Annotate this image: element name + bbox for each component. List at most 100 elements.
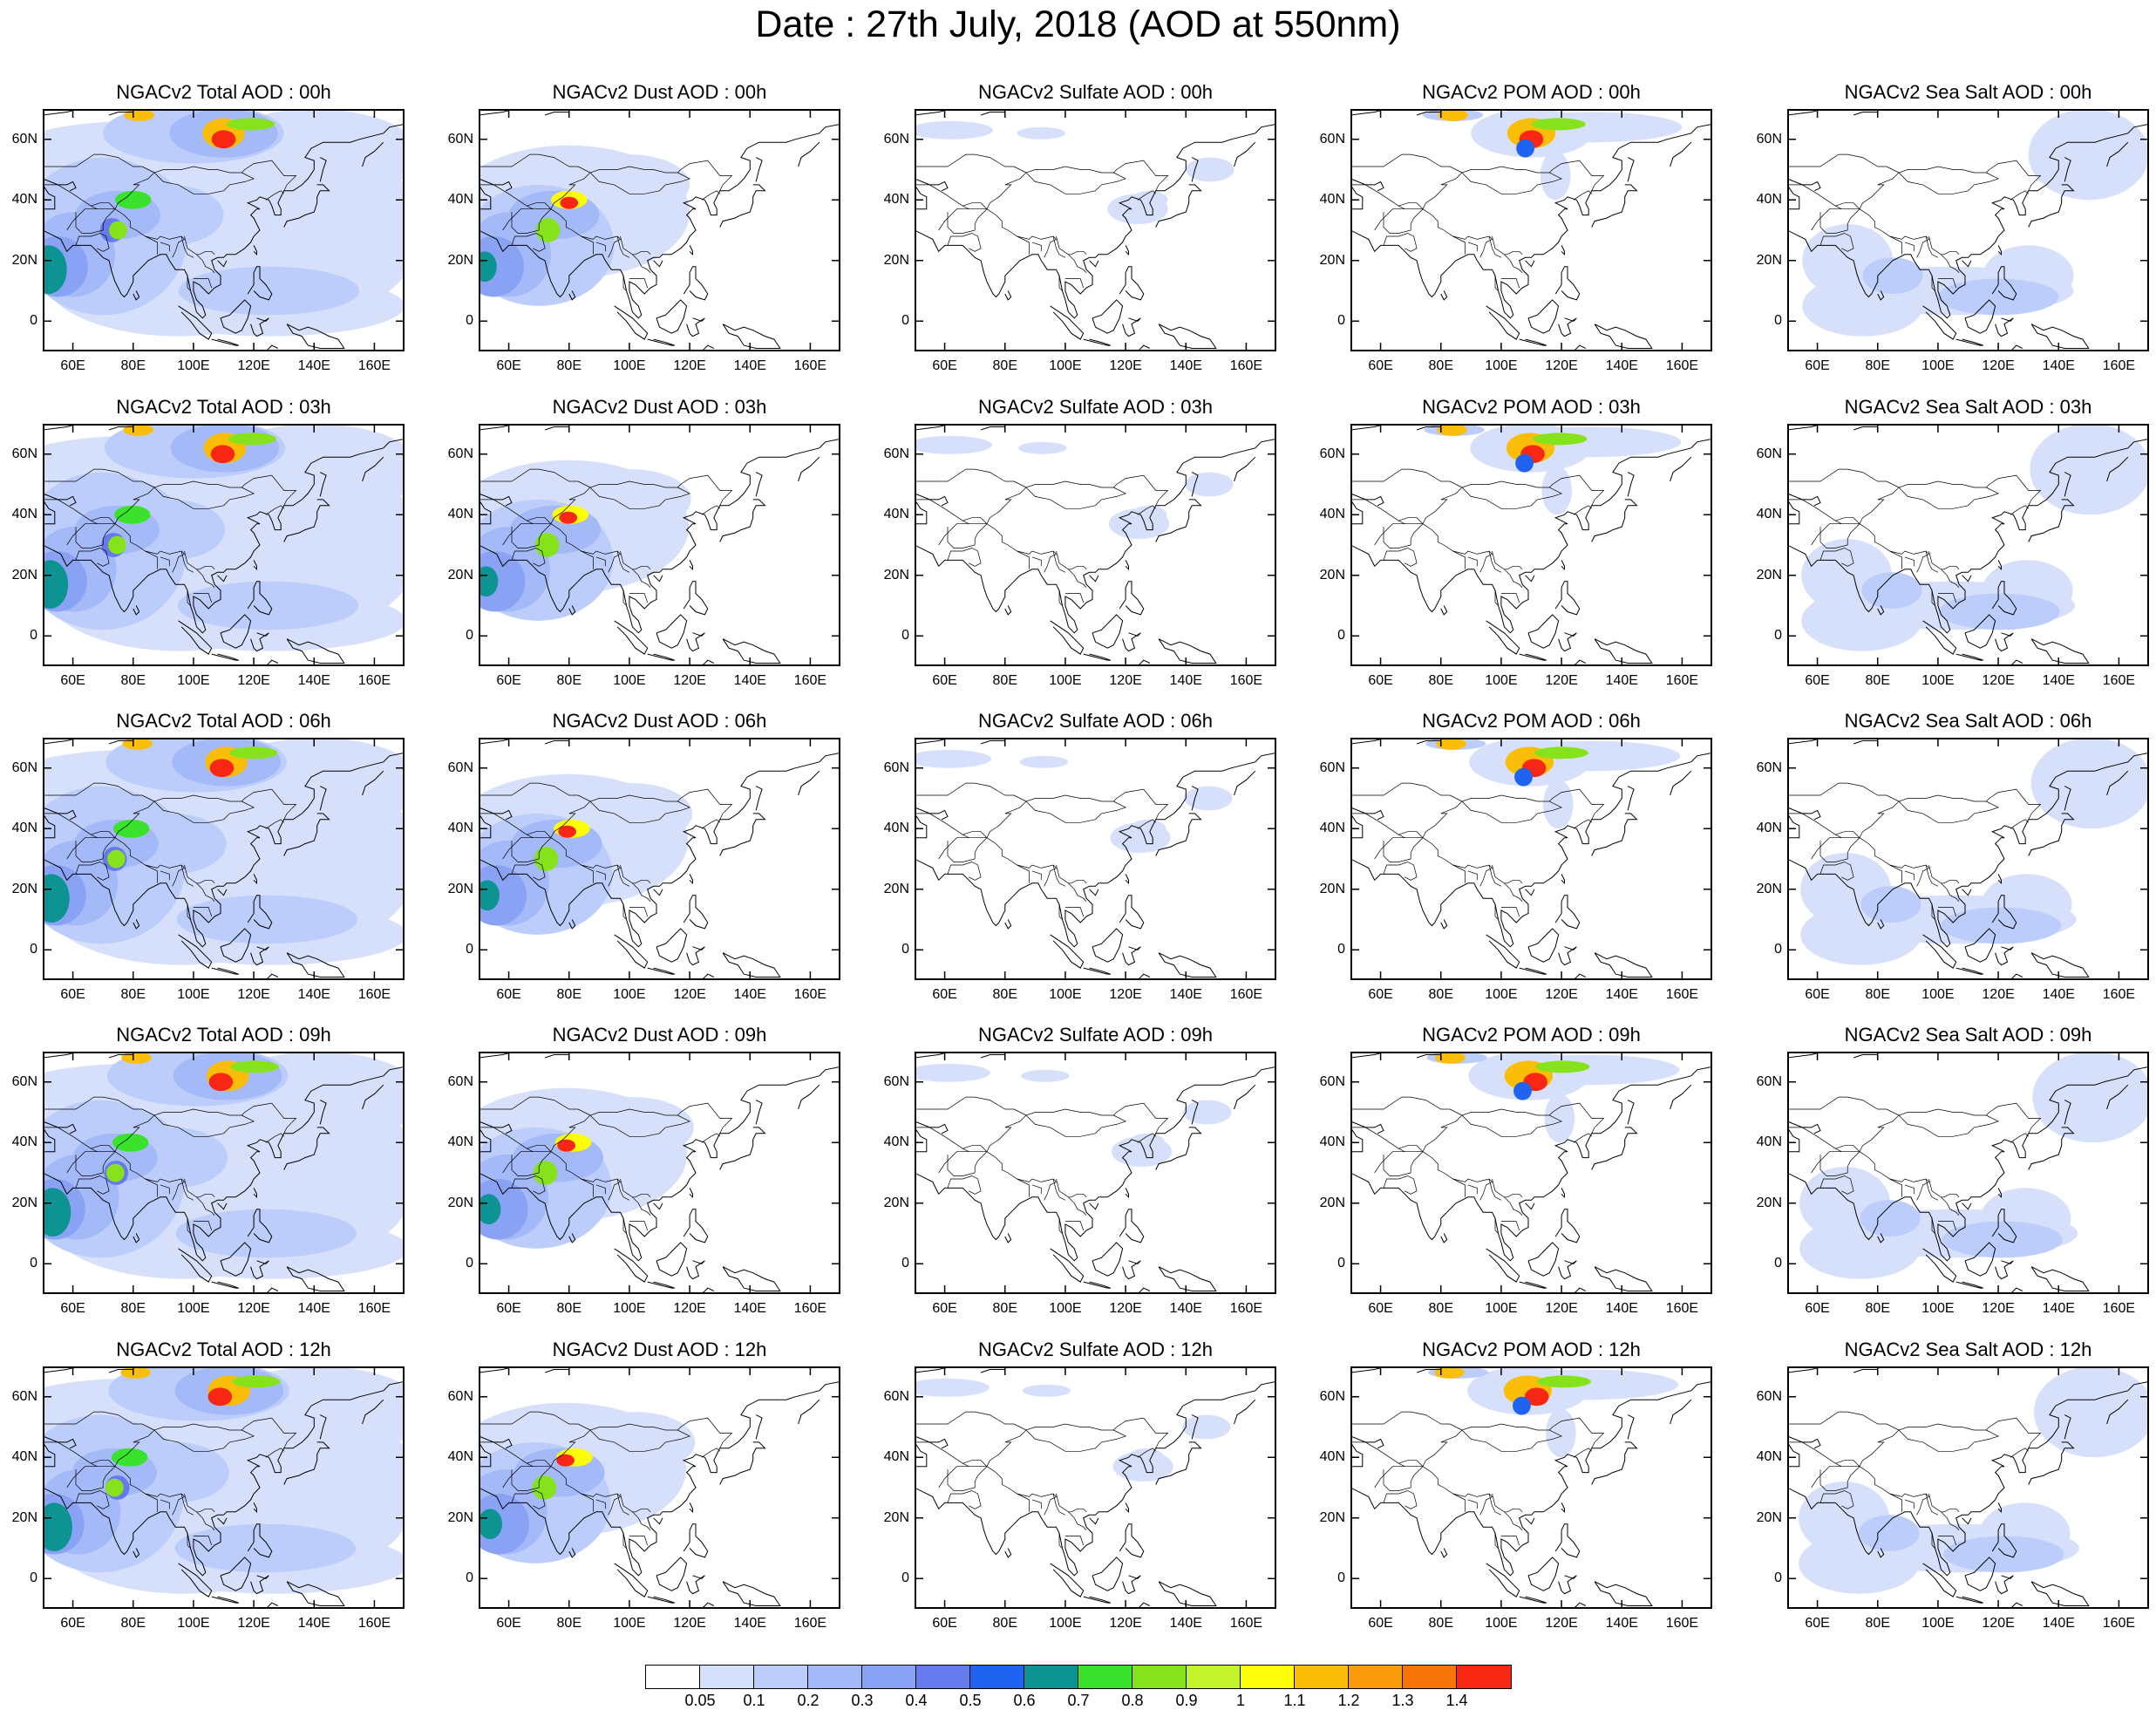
- lon-tick-label: 60E: [1368, 358, 1393, 373]
- lon-tick-label: 120E: [673, 987, 706, 1002]
- coastline: [1554, 266, 1581, 301]
- coastline: [1554, 581, 1581, 616]
- lon-tick-label: 140E: [1605, 673, 1638, 688]
- coastline: [916, 494, 949, 507]
- country-border: [616, 1493, 630, 1516]
- coastline: [1125, 874, 1129, 885]
- country-border: [153, 800, 255, 823]
- aod-shaded-region: [558, 825, 577, 838]
- coastline: [614, 620, 649, 655]
- coastline: [480, 1436, 513, 1449]
- coastline: [1962, 889, 1972, 896]
- lat-tick-label: 60N: [1319, 1073, 1345, 1089]
- country-border: [1859, 1151, 1930, 1201]
- lat-tick-label: 20N: [11, 252, 37, 268]
- lon-tick-label: 80E: [1865, 358, 1890, 373]
- coastline: [1922, 1248, 1957, 1283]
- lon-tick-label: 140E: [1605, 358, 1638, 373]
- coastline: [1670, 456, 1692, 482]
- coastline: [719, 1127, 766, 1170]
- panel-title: NGACv2 Dust AOD : 03h: [552, 396, 767, 418]
- coastline: [1191, 472, 1199, 497]
- country-border: [916, 1411, 1027, 1431]
- lon-tick-label: 160E: [357, 358, 391, 373]
- country-border: [1928, 235, 1960, 255]
- country-border: [187, 904, 191, 920]
- coastline: [1955, 653, 1983, 661]
- aod-shaded-region: [480, 880, 500, 911]
- coastline: [1789, 426, 1819, 431]
- country-border: [502, 208, 534, 231]
- coastline: [133, 1548, 140, 1558]
- country-border: [1898, 172, 2000, 194]
- country-border: [180, 235, 194, 258]
- map-panel-total-row3: [43, 1052, 405, 1294]
- country-border: [1488, 550, 1502, 573]
- coastline: [1083, 338, 1111, 346]
- coastline: [1486, 305, 1520, 340]
- country-border: [1137, 1133, 1156, 1143]
- coastline: [2106, 456, 2129, 482]
- panel-title: NGACv2 Total AOD : 00h: [116, 81, 331, 103]
- lat-tick-label: 0: [901, 1256, 909, 1271]
- lon-tick-label: 140E: [733, 358, 766, 373]
- coastline: [178, 305, 213, 340]
- coastline: [1092, 928, 1124, 963]
- country-border: [44, 1411, 155, 1431]
- country-border: [1789, 468, 1900, 488]
- lon-tick-label: 80E: [120, 673, 146, 688]
- coastline: [1486, 934, 1520, 969]
- aod-shaded-region: [916, 749, 991, 768]
- country-border: [986, 523, 1058, 573]
- coastline: [647, 338, 675, 346]
- coastline: [1594, 638, 1653, 664]
- aod-shaded-region: [1516, 139, 1534, 158]
- country-border: [114, 1466, 186, 1516]
- coastline: [44, 1129, 56, 1153]
- lat-tick-label: 0: [1337, 1256, 1345, 1271]
- country-border: [265, 505, 284, 515]
- country-border: [502, 1466, 534, 1489]
- country-border: [1819, 1175, 1854, 1195]
- country-border: [1374, 1466, 1405, 1489]
- country-border: [620, 1493, 651, 1513]
- coastline: [1789, 815, 1800, 839]
- country-border: [632, 882, 651, 902]
- coastline: [1853, 1054, 1878, 1059]
- coastline: [1155, 813, 1202, 856]
- map-svg: [1789, 111, 2147, 350]
- coastline: [1125, 1188, 1129, 1199]
- aod-shaded-region: [1185, 472, 1234, 497]
- country-border: [1398, 517, 1424, 524]
- lon-tick-label: 60E: [1368, 987, 1393, 1002]
- lat-tick-label: 40N: [1756, 192, 1782, 208]
- coastline: [1352, 807, 1384, 821]
- map-svg: [1352, 1053, 1711, 1292]
- lon-tick-label: 60E: [496, 358, 521, 373]
- coastline: [1416, 1054, 1441, 1059]
- coastline: [1877, 605, 1885, 616]
- country-border: [1500, 1536, 1520, 1546]
- country-border: [1889, 235, 1902, 255]
- country-border: [1017, 550, 1030, 569]
- country-border: [938, 208, 969, 231]
- aod-shaded-region: [1127, 1448, 1165, 1467]
- coastline: [247, 1209, 273, 1243]
- coastline: [1089, 889, 1099, 896]
- coastline: [211, 1281, 239, 1289]
- coastline: [108, 1054, 133, 1059]
- lon-tick-label: 60E: [496, 1616, 521, 1631]
- coastline: [1092, 1557, 1124, 1591]
- country-border: [1025, 1114, 1127, 1137]
- coastline: [250, 317, 269, 337]
- lon-tick-label: 120E: [673, 1301, 706, 1316]
- coastline: [286, 1581, 345, 1606]
- coastline: [1964, 1242, 1996, 1277]
- coastline: [1527, 928, 1560, 963]
- lon-tick-label: 80E: [120, 1301, 146, 1316]
- coastline: [1352, 1121, 1384, 1134]
- coastline: [319, 1414, 327, 1440]
- country-border: [629, 593, 649, 603]
- country-border: [1937, 593, 1957, 603]
- coastline: [653, 260, 663, 268]
